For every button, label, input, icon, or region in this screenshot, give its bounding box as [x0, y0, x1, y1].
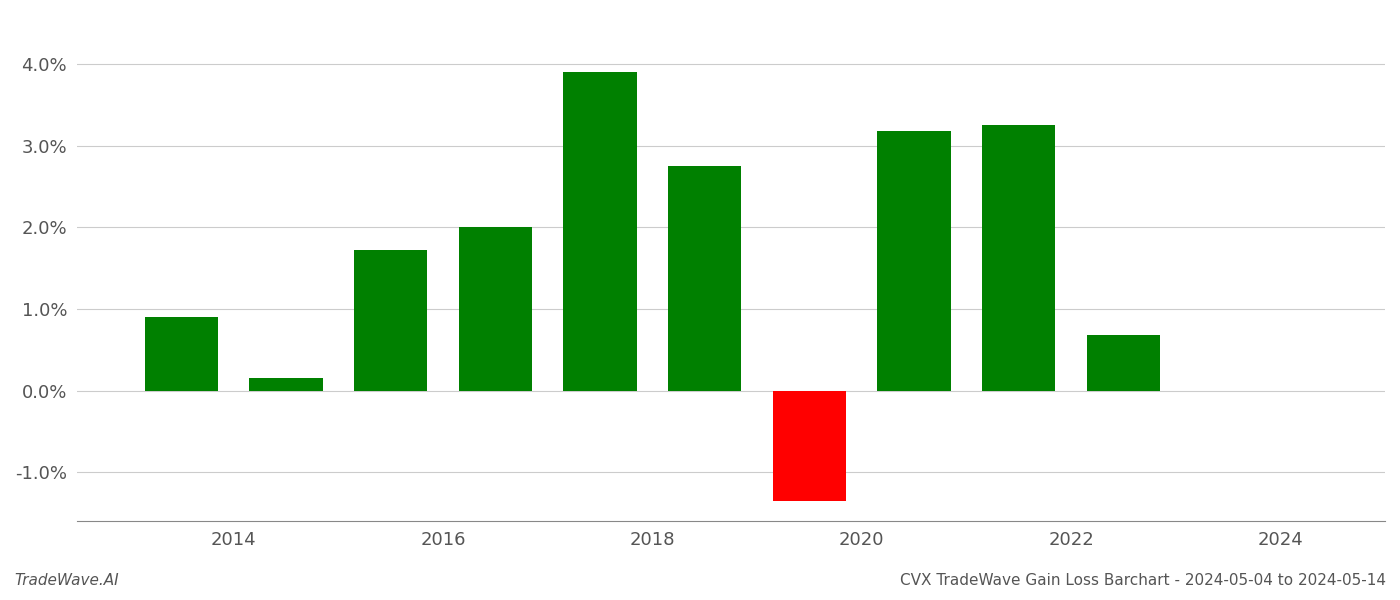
- Bar: [459, 227, 532, 391]
- Bar: [981, 125, 1056, 391]
- Text: CVX TradeWave Gain Loss Barchart - 2024-05-04 to 2024-05-14: CVX TradeWave Gain Loss Barchart - 2024-…: [900, 573, 1386, 588]
- Bar: [563, 72, 637, 391]
- Bar: [668, 166, 742, 391]
- Bar: [1086, 335, 1161, 391]
- Text: TradeWave.AI: TradeWave.AI: [14, 573, 119, 588]
- Bar: [354, 250, 427, 391]
- Bar: [249, 379, 322, 391]
- Bar: [773, 391, 846, 501]
- Bar: [144, 317, 218, 391]
- Bar: [878, 131, 951, 391]
